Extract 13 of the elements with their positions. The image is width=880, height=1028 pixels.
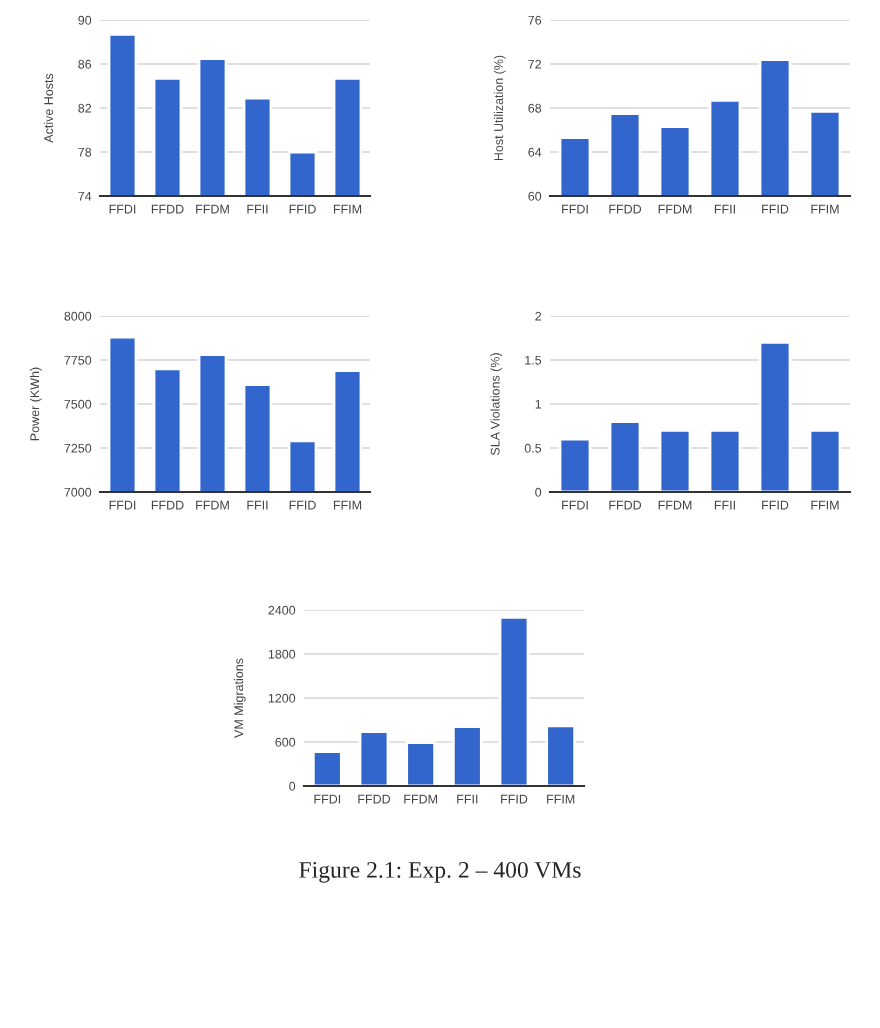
bar <box>498 615 530 786</box>
bar <box>758 341 792 492</box>
bar <box>311 750 343 786</box>
bar <box>708 429 742 492</box>
bar <box>658 429 692 492</box>
bar <box>808 429 842 492</box>
bar <box>608 420 642 492</box>
caption: Figure 2.1: Exp. 2 – 400 VMs <box>299 861 581 883</box>
bar <box>558 437 592 492</box>
bar <box>451 725 483 786</box>
bar <box>358 730 390 786</box>
bar <box>545 724 577 786</box>
bar <box>405 741 437 786</box>
